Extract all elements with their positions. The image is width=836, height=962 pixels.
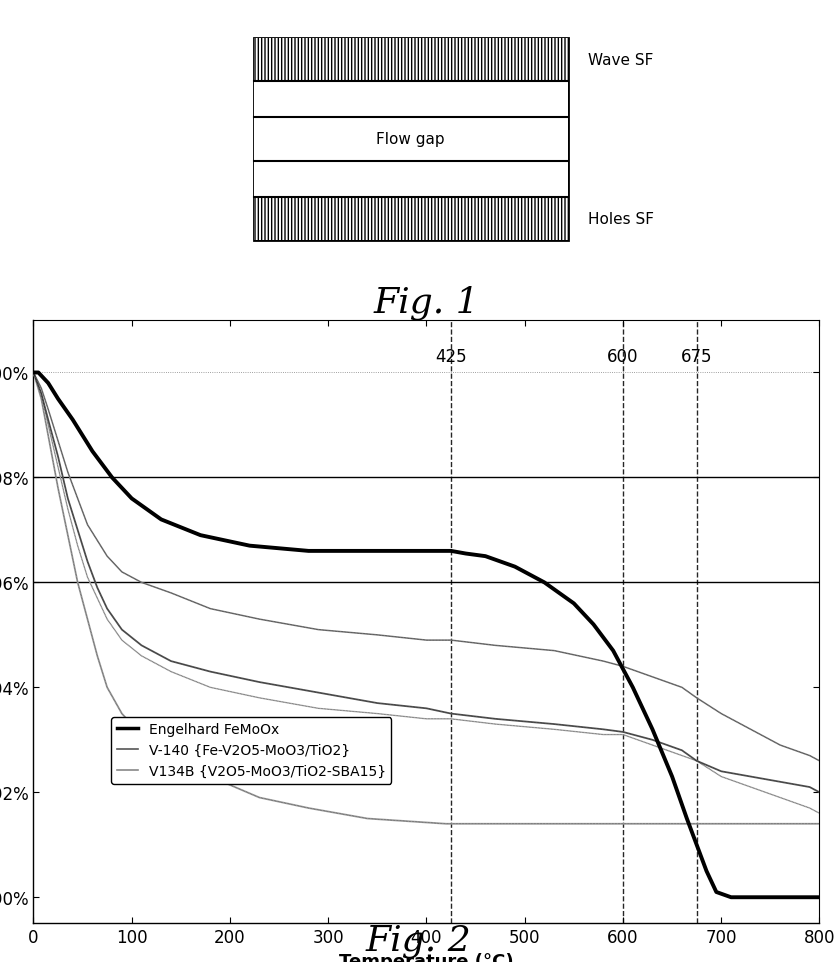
Text: 425: 425	[435, 347, 466, 366]
Bar	[253, 38, 568, 82]
Bar	[253, 197, 568, 241]
Text: 600: 600	[607, 347, 639, 366]
X-axis label: Temperature (°C): Temperature (°C)	[339, 952, 513, 962]
Legend: Engelhard FeMoOx, V-140 {Fe-V2O5-MoO3/TiO2}, V134B {V2O5-MoO3/TiO2-SBA15}: Engelhard FeMoOx, V-140 {Fe-V2O5-MoO3/Ti…	[111, 717, 391, 784]
Text: Fig. 2: Fig. 2	[365, 924, 471, 957]
Bar	[253, 162, 568, 197]
Text: Flow gap: Flow gap	[376, 133, 445, 147]
Text: 675: 675	[681, 347, 712, 366]
Bar	[253, 118, 568, 162]
Bar	[253, 38, 568, 241]
Text: Fig. 1: Fig. 1	[374, 286, 479, 319]
Bar	[253, 82, 568, 118]
Text: Wave SF: Wave SF	[588, 53, 653, 67]
Text: Holes SF: Holes SF	[588, 212, 654, 227]
